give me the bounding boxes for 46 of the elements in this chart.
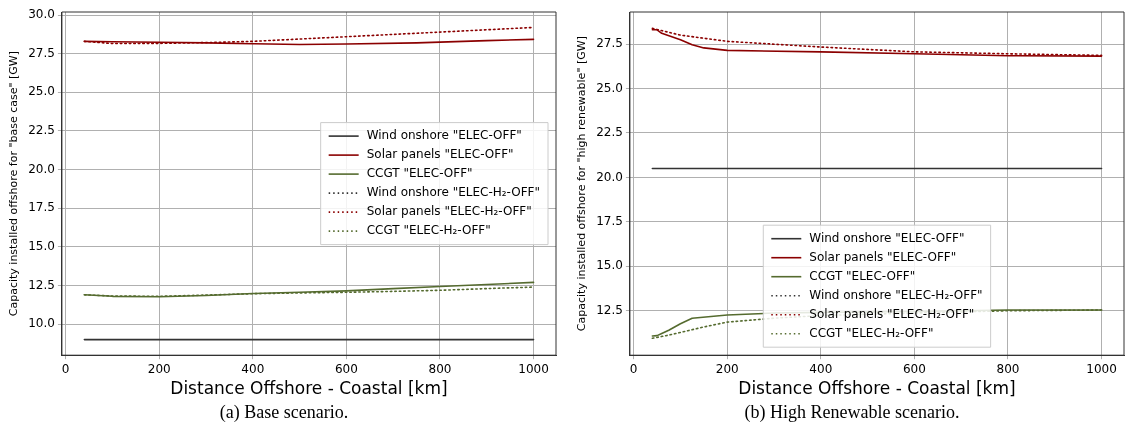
y-tick-label: 20.0 [28,161,55,176]
x-tick-label: 800 [428,361,452,376]
legend-label: Solar panels "ELEC-OFF" [809,249,957,264]
y-tick-label: 25.0 [28,84,55,99]
x-tick-label: 600 [334,361,358,376]
y-axis-title: Capacity installed offshore for "base case" [GW] [7,50,21,317]
legend-label: CCGT "ELEC-OFF" [366,166,473,181]
x-tick-label: 400 [241,361,265,376]
x-tick-label: 600 [902,361,926,376]
text: (b) High Renewable scenario. [743,402,961,423]
x-tick-label: 800 [996,361,1020,376]
y-tick-label: 20.0 [596,169,623,184]
legend-label: Wind onshore "ELEC-OFF" [809,230,965,245]
y-tick-label: 17.5 [28,200,55,215]
y-tick-label: 12.5 [596,302,623,317]
legend-label: Solar panels "ELEC-OFF" [366,147,514,162]
y-tick-label: 17.5 [596,213,623,228]
text: (a) Base scenario. [218,402,350,423]
y-tick-label: 27.5 [596,36,623,51]
x-axis-title: Distance Offshore - Coastal [km] [738,378,1016,399]
legend-label: Solar panels "ELEC-H₂-OFF" [366,204,532,219]
y-tick-label: 15.0 [28,239,55,253]
y-tick-label: 15.0 [596,258,623,273]
x-tick-label: 0 [629,361,638,376]
y-tick-label: 30.0 [28,7,55,22]
legend-label: CCGT "ELEC-OFF" [809,268,916,283]
y-tick-label: 10.0 [28,316,55,331]
x-tick-label: 400 [809,361,833,376]
y-tick-label: 22.5 [28,123,55,138]
legend-label: CCGT "ELEC-H₂-OFF" [366,223,491,238]
y-tick-label: 27.5 [28,45,55,60]
x-tick-label: 200 [715,361,739,376]
x-tick-label: 1000 [518,361,549,376]
legend-label: Solar panels "ELEC-H₂-OFF" [809,306,975,321]
x-tick-label: 200 [147,361,171,376]
y-tick-label: 12.5 [28,277,55,292]
y-tick-label: 22.5 [596,125,623,140]
y-tick-label: 25.0 [596,80,623,95]
x-tick-label: 0 [61,361,70,376]
legend-label: Wind onshore "ELEC-OFF" [366,128,522,143]
legend-label: Wind onshore "ELEC-H₂-OFF" [809,287,983,302]
x-axis-title: Distance Offshore - Coastal [km] [170,378,448,399]
y-axis-title: Capacity installed offshore for "high renewable" [GW] [575,36,589,332]
legend-label: CCGT "ELEC-H₂-OFF" [809,325,934,340]
x-tick-label: 1000 [1086,361,1117,376]
legend-label: Wind onshore "ELEC-H₂-OFF" [366,185,541,200]
